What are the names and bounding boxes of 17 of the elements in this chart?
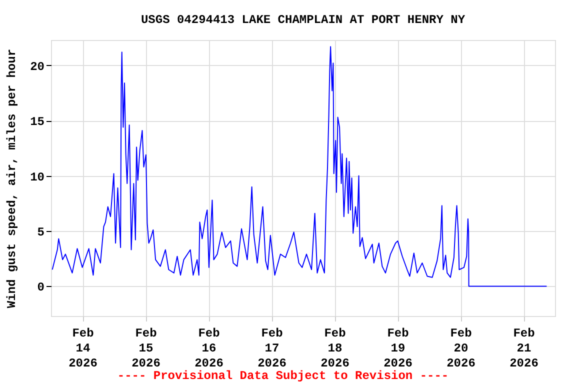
chart-title: USGS 04294413 LAKE CHAMPLAIN AT PORT HENRY NY [140, 13, 466, 27]
x-tick-label: Feb 16 2026 [194, 326, 224, 370]
y-axis-title: Wind gust speed, air, miles per hour [5, 48, 20, 308]
x-tick-label: Feb 17 2026 [258, 326, 286, 370]
y-tick-label: 20 [30, 60, 44, 74]
x-tick-label: Feb 19 2026 [384, 326, 412, 370]
x-tick-label: Feb 15 2026 [132, 326, 160, 370]
x-tick-label: Feb 21 2026 [510, 326, 538, 370]
x-tick-label: Feb 18 2026 [320, 326, 350, 370]
text: ---- Provisional Data Subject to Revision ---- [117, 369, 449, 383]
x-tick-label: Feb 20 2026 [446, 326, 476, 370]
line-series [52, 46, 548, 287]
x-tick-label: Feb 14 2026 [68, 326, 98, 370]
y-tick-label: 15 [30, 115, 44, 130]
y-tick-label: 10 [30, 170, 44, 184]
y-tick-label: 5 [37, 225, 44, 240]
y-tick-label: 0 [37, 280, 44, 295]
